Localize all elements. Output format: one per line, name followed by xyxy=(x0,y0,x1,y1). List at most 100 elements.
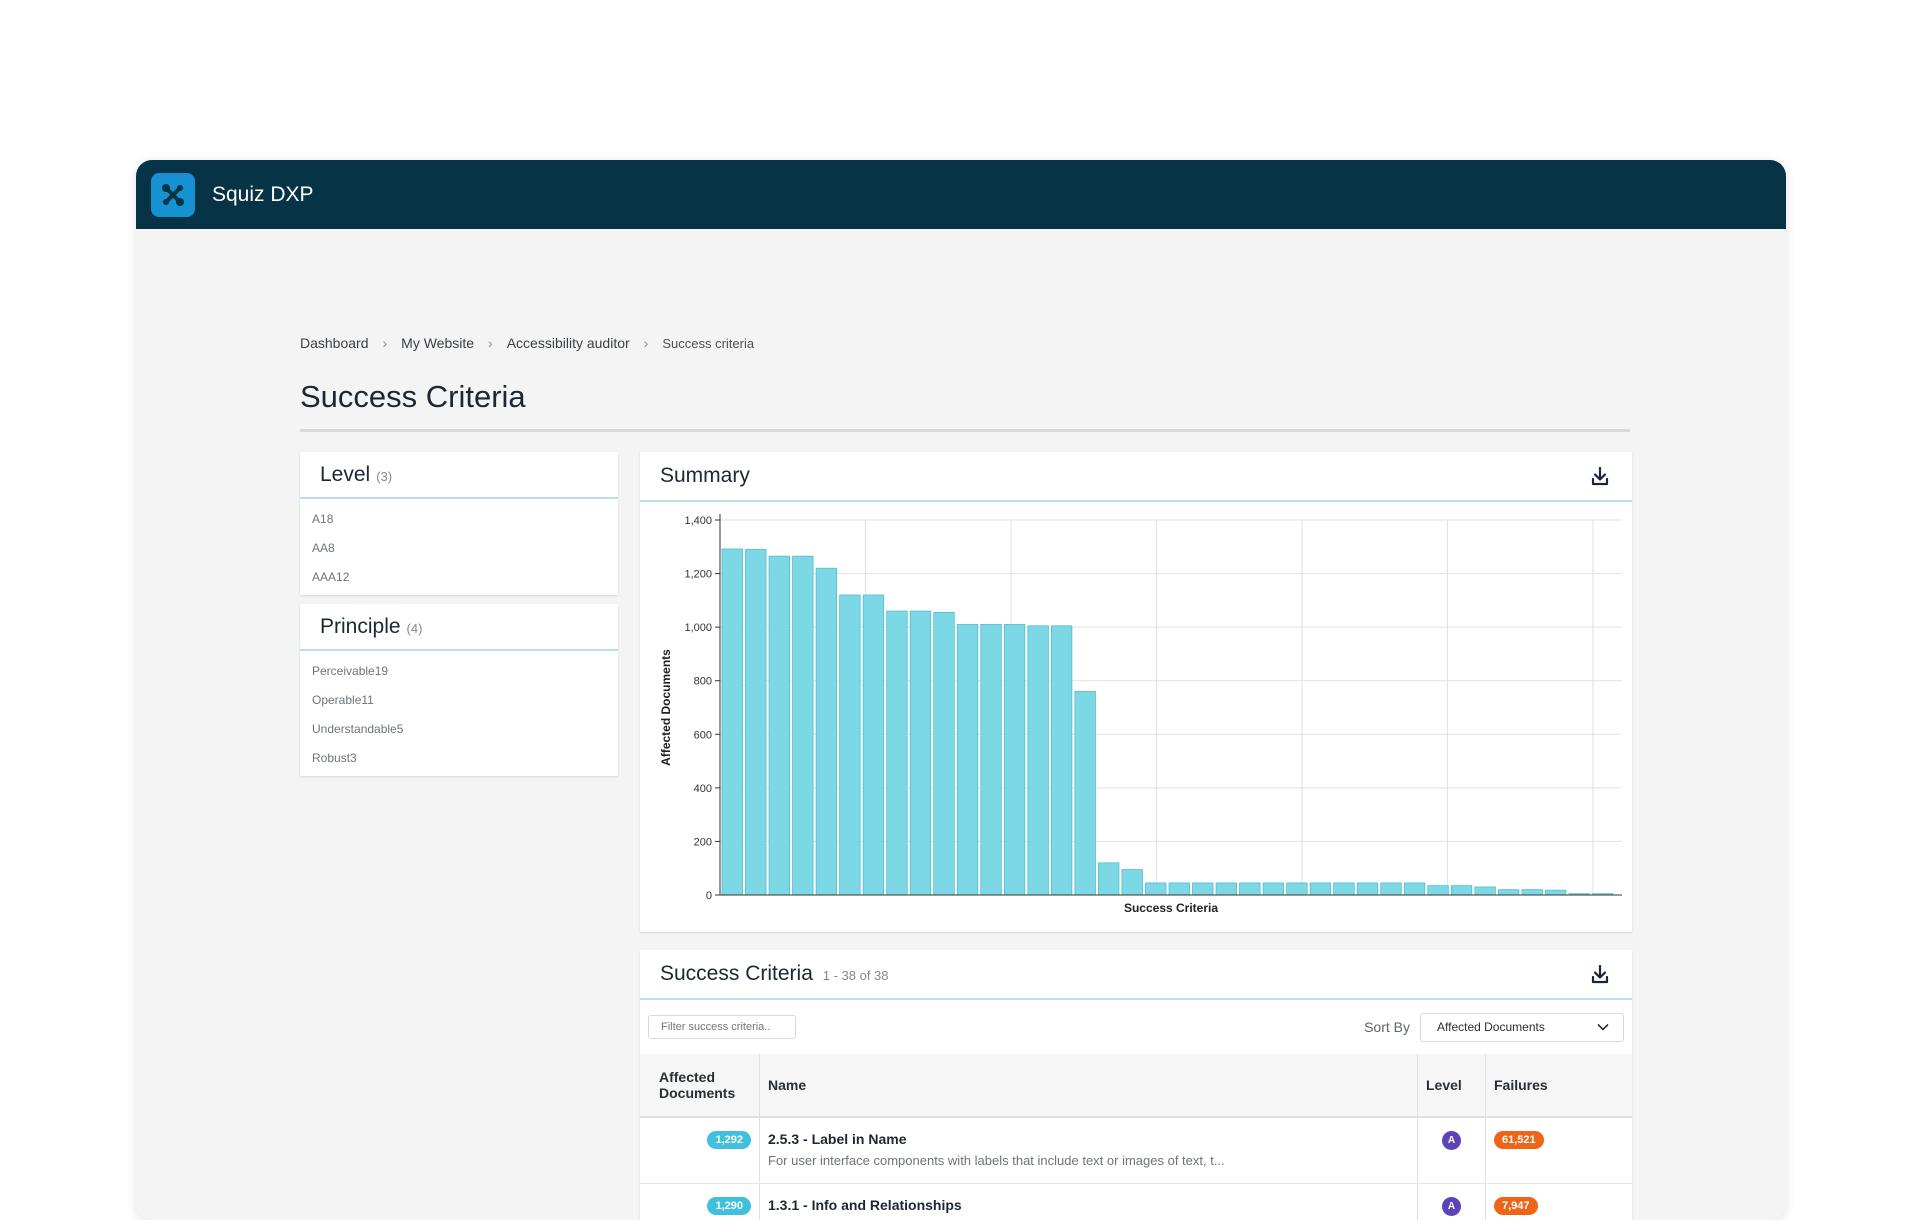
bar xyxy=(768,555,790,896)
summary-chart: 0 200 400 600 800 1,000 1,200 1,400 Success Crit… xyxy=(640,502,1632,932)
facet-item-count: 5 xyxy=(396,721,404,736)
bar xyxy=(721,548,743,896)
facet-item-label: AA xyxy=(312,540,329,555)
bar xyxy=(886,610,908,896)
criteria-title-text: Success Criteria xyxy=(660,962,813,985)
column-header-docs[interactable]: Affected Documents xyxy=(640,1054,760,1118)
facet-item-aa[interactable]: AA 8 xyxy=(300,533,618,562)
bar xyxy=(1215,882,1237,896)
y-tick-label: 0 xyxy=(706,890,712,902)
chevron-right-icon: › xyxy=(382,335,388,351)
download-icon[interactable] xyxy=(1588,464,1612,488)
bar xyxy=(1309,882,1332,896)
bar xyxy=(1545,889,1567,896)
squiz-logo-icon[interactable] xyxy=(151,172,195,217)
criterion-name[interactable]: 2.5.3 - Label in Name xyxy=(768,1131,907,1147)
y-tick-label: 1,200 xyxy=(684,569,712,581)
title-divider xyxy=(300,429,1630,432)
bar xyxy=(745,549,767,896)
name-cell: 2.5.3 - Label in Name For user interface… xyxy=(759,1117,1418,1184)
bar xyxy=(1333,882,1355,896)
facet-item-label: Operable xyxy=(312,692,362,707)
criteria-range: 1 - 38 of 38 xyxy=(822,968,889,983)
facet-item-a[interactable]: A 18 xyxy=(300,504,618,533)
facet-title: Level xyxy=(320,462,371,486)
bar xyxy=(980,624,1002,896)
bar xyxy=(1003,624,1026,896)
breadcrumb-dashboard[interactable]: Dashboard xyxy=(300,335,369,351)
bar xyxy=(1521,889,1543,896)
bar xyxy=(1474,886,1496,896)
facet-item-understandable[interactable]: Understandable 5 xyxy=(300,714,618,743)
column-header-name[interactable]: Name xyxy=(759,1054,1418,1118)
docs-badge: 1,290 xyxy=(707,1196,751,1215)
facet-item-count: 8 xyxy=(328,540,335,555)
facet-item-operable[interactable]: Operable 11 xyxy=(300,685,618,714)
facet-item-aaa[interactable]: AAA 12 xyxy=(300,562,618,591)
summary-header: Summary xyxy=(640,452,1632,502)
y-tick-label: 400 xyxy=(694,783,712,795)
y-tick-label: 1,400 xyxy=(684,515,712,527)
facet-item-label: Perceivable xyxy=(312,663,375,678)
level-cell: A xyxy=(1417,1183,1486,1220)
table-row[interactable]: 1,290 1.3.1 - Info and Relationships A 7… xyxy=(640,1183,1632,1220)
bar xyxy=(909,610,932,896)
bar xyxy=(1380,882,1402,896)
facet-item-count: 18 xyxy=(320,511,334,526)
facet-item-count: 11 xyxy=(361,692,374,707)
bar xyxy=(815,567,838,896)
y-tick-label: 800 xyxy=(694,676,712,688)
summary-panel: Summary 0 200 400 600 800 1,000 1,200 1,400 Succ… xyxy=(640,452,1632,932)
bar xyxy=(933,612,955,896)
y-tick-label: 200 xyxy=(694,836,712,848)
chevron-right-icon: › xyxy=(643,335,649,351)
facet-item-label: Understandable xyxy=(312,721,397,736)
table-header-row: Affected Documents Name Level Failures xyxy=(640,1054,1632,1118)
facet-count: (3) xyxy=(376,469,393,484)
criterion-description: For user interface components with label… xyxy=(768,1153,1225,1168)
filter-input[interactable] xyxy=(648,1015,796,1039)
facet-item-count: 12 xyxy=(336,569,350,584)
facet-item-count: 3 xyxy=(350,750,357,765)
table-row[interactable]: 1,292 2.5.3 - Label in Name For user int… xyxy=(640,1117,1632,1184)
bar xyxy=(792,555,814,896)
bar xyxy=(1403,882,1426,896)
sort-select[interactable]: Affected Documents xyxy=(1420,1012,1624,1042)
facet-header: Principle (4) xyxy=(300,604,618,651)
failures-badge: 7,947 xyxy=(1494,1196,1538,1215)
download-icon[interactable] xyxy=(1588,962,1612,986)
bar xyxy=(1192,882,1214,896)
failures-cell: 61,521 xyxy=(1485,1117,1632,1184)
chevron-down-icon xyxy=(1597,1023,1609,1031)
bar xyxy=(956,624,979,896)
column-header-failures[interactable]: Failures xyxy=(1485,1054,1632,1118)
bar-chart: 0 200 400 600 800 1,000 1,200 1,400 Success Crit… xyxy=(659,514,1622,915)
docs-badge: 1,292 xyxy=(707,1131,751,1149)
breadcrumb-accessibility-auditor[interactable]: Accessibility auditor xyxy=(506,335,630,351)
criteria-header: Success Criteria 1 - 38 of 38 xyxy=(640,950,1632,1000)
criterion-name[interactable]: 1.3.1 - Info and Relationships xyxy=(768,1196,962,1213)
bar xyxy=(839,594,861,896)
bar xyxy=(1050,625,1073,896)
bar xyxy=(1356,882,1379,896)
facet-item-label: AAA xyxy=(312,569,337,584)
level-badge: A xyxy=(1442,1131,1461,1150)
summary-title: Summary xyxy=(660,464,750,487)
failures-cell: 7,947 xyxy=(1485,1183,1632,1220)
column-header-level[interactable]: Level xyxy=(1417,1054,1486,1118)
level-cell: A xyxy=(1417,1117,1486,1184)
page-title: Success Criteria xyxy=(300,379,526,414)
level-badge: A xyxy=(1442,1196,1461,1216)
top-bar: Squiz DXP xyxy=(136,160,1786,229)
breadcrumb-my-website[interactable]: My Website xyxy=(401,335,475,351)
facet-item-label: A xyxy=(312,511,321,526)
bar xyxy=(1286,882,1308,896)
bar xyxy=(1497,889,1520,896)
facet-item-perceivable[interactable]: Perceivable 19 xyxy=(300,656,618,685)
facet-item-robust[interactable]: Robust 3 xyxy=(300,743,618,772)
name-cell: 1.3.1 - Info and Relationships xyxy=(759,1183,1418,1220)
bar xyxy=(1427,885,1449,896)
docs-cell: 1,292 xyxy=(640,1117,760,1184)
bar xyxy=(1262,882,1285,896)
facet-item-count: 19 xyxy=(374,663,389,678)
